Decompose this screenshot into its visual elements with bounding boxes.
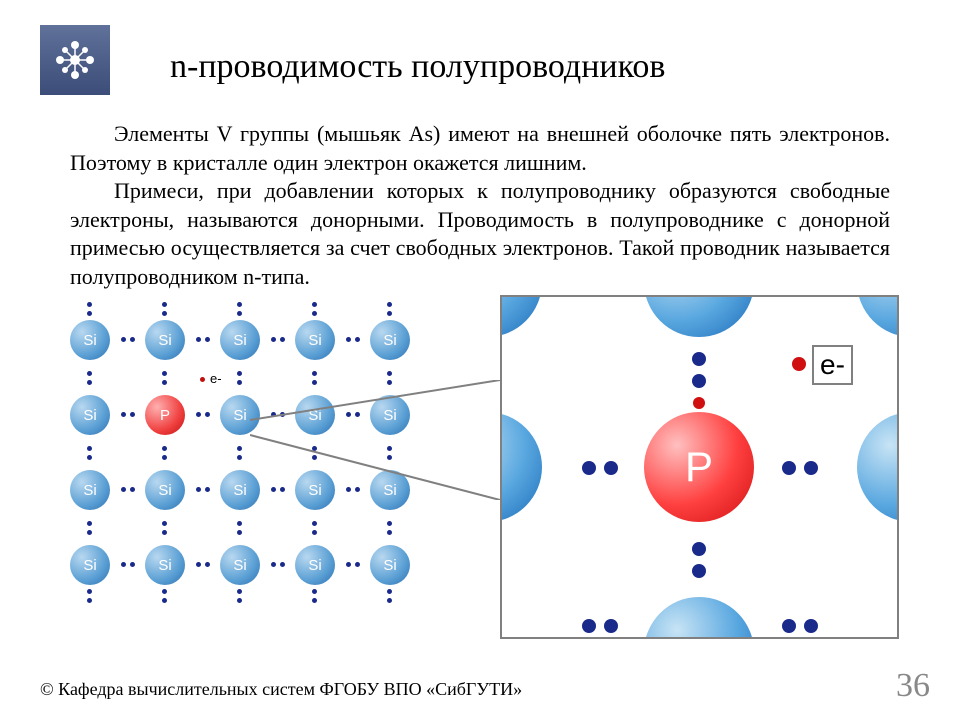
covalent-bond [311,521,319,535]
covalent-bond [386,589,394,603]
copyright-footer: © Кафедра вычислительных систем ФГОБУ ВП… [40,679,522,700]
extra-electron-dot [693,397,705,409]
covalent-bond [311,302,319,316]
covalent-bond [386,302,394,316]
paragraph-1: Элементы V группы (мышьяк As) имеют на в… [70,120,890,177]
free-electron-zoom [792,357,806,371]
covalent-bond [86,446,94,460]
silicon-atom: Si [370,545,410,585]
silicon-atom-zoom: S [857,412,899,522]
covalent-bond [161,302,169,316]
covalent-bond [236,302,244,316]
covalent-bond [346,561,360,569]
silicon-atom: Si [145,320,185,360]
silicon-atom-zoom: Si [500,412,542,522]
silicon-atom: Si [220,470,260,510]
silicon-atom-zoom: Si [644,597,754,639]
covalent-bond [161,521,169,535]
zoom-panel: P Si Si S Si S Si e- [500,295,899,639]
free-electron [200,377,205,382]
covalent-bond [311,446,319,460]
covalent-bond-zoom [782,459,818,477]
covalent-bond [346,336,360,344]
covalent-bond-zoom [690,352,708,388]
covalent-bond [196,336,210,344]
covalent-bond [271,411,285,419]
paragraph-2: Примеси, при добавлении которых к полупр… [70,177,890,291]
slide-title: n-проводимость полупроводников [170,48,665,86]
covalent-bond [386,371,394,385]
covalent-bond-zoom [690,542,708,578]
covalent-bond [196,411,210,419]
covalent-bond [271,486,285,494]
covalent-bond [161,371,169,385]
covalent-bond-zoom [782,617,818,635]
covalent-bond [121,411,135,419]
covalent-bond [271,336,285,344]
free-electron-label: e- [210,371,222,386]
silicon-atom: Si [220,545,260,585]
silicon-atom: Si [220,395,260,435]
covalent-bond [86,589,94,603]
silicon-atom: Si [70,470,110,510]
phosphorus-atom-zoom: P [644,412,754,522]
covalent-bond [346,411,360,419]
covalent-bond [86,371,94,385]
covalent-bond [236,446,244,460]
covalent-bond [236,521,244,535]
silicon-atom: Si [145,470,185,510]
covalent-bond [236,589,244,603]
covalent-bond [86,521,94,535]
silicon-atom: Si [295,545,335,585]
body-text: Элементы V группы (мышьяк As) имеют на в… [70,120,890,292]
silicon-atom: Si [370,395,410,435]
covalent-bond [121,336,135,344]
silicon-atom: Si [295,470,335,510]
silicon-atom-zoom: S [857,295,899,337]
covalent-bond [86,302,94,316]
covalent-bond [121,561,135,569]
lattice-diagram: Si Si Si Si Si Si P Si Si Si Si Si Si Si Si Si Si Si Si Si e… [70,320,460,630]
covalent-bond [196,561,210,569]
silicon-atom: Si [370,320,410,360]
covalent-bond [161,589,169,603]
covalent-bond [386,446,394,460]
covalent-bond [311,371,319,385]
silicon-atom: Si [295,395,335,435]
free-electron-label-zoom: e- [812,345,853,385]
covalent-bond [196,486,210,494]
silicon-atom: Si [295,320,335,360]
silicon-atom-zoom: Si [500,295,542,337]
covalent-bond-zoom [582,617,618,635]
covalent-bond [346,486,360,494]
institution-logo [40,25,110,95]
silicon-atom: Si [220,320,260,360]
phosphorus-atom: P [145,395,185,435]
covalent-bond [161,446,169,460]
silicon-atom: Si [145,545,185,585]
covalent-bond [236,371,244,385]
page-number: 36 [896,667,930,705]
silicon-atom: Si [70,545,110,585]
covalent-bond [386,521,394,535]
covalent-bond-zoom [582,459,618,477]
silicon-atom: Si [70,395,110,435]
silicon-atom: Si [70,320,110,360]
silicon-atom: Si [370,470,410,510]
silicon-atom-zoom: Si [644,295,754,337]
covalent-bond [311,589,319,603]
covalent-bond [271,561,285,569]
covalent-bond [121,486,135,494]
